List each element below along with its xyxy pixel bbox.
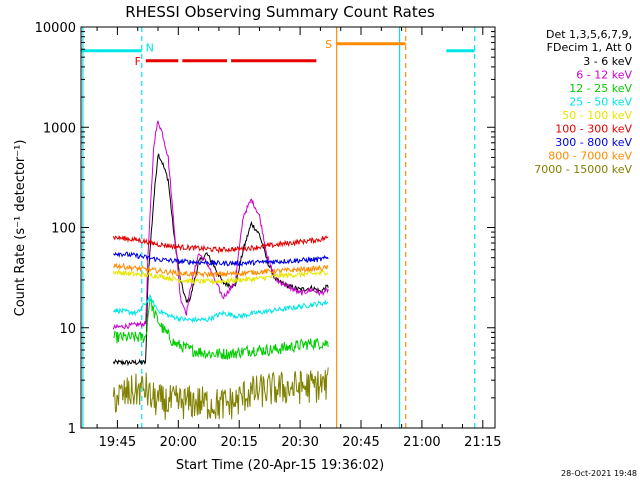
series-line-12-25-kev xyxy=(113,297,329,360)
y-tick-label: 10 xyxy=(59,322,76,337)
legend-entry: 300 - 800 keV xyxy=(555,136,632,149)
legend-entry: 12 - 25 keV xyxy=(569,82,632,95)
night-bar-1-label: N xyxy=(146,42,154,55)
legend-entry: 50 - 100 keV xyxy=(562,109,632,122)
y-tick-label: 100 xyxy=(51,222,76,237)
legend-entry: 25 - 50 keV xyxy=(569,96,632,109)
y-tick-label: 1 xyxy=(68,422,76,437)
x-axis-label: Start Time (20-Apr-15 19:36:02) xyxy=(176,458,384,473)
legend-entry: 100 - 300 keV xyxy=(555,123,632,136)
y-axis-label: Count Rate (s⁻¹ detector⁻¹) xyxy=(13,140,28,317)
series-line-7000-15000-kev xyxy=(112,367,329,420)
timestamp-label: 28-Oct-2021 19:48 xyxy=(561,469,637,478)
chart-title: RHESSI Observing Summary Count Rates xyxy=(125,3,435,21)
x-tick-label: 21:00 xyxy=(403,435,440,450)
series-line-100-300-kev xyxy=(112,235,329,254)
x-tick-label: 20:00 xyxy=(160,435,197,450)
legend-header: Det 1,3,5,6,7,9, xyxy=(546,28,632,41)
series-line-3-6-kev xyxy=(112,153,329,367)
series-line-6-12-kev xyxy=(112,120,329,330)
x-tick-label: 20:30 xyxy=(281,435,318,450)
legend-entry: 800 - 7000 keV xyxy=(548,150,632,163)
series-line-25-50-kev xyxy=(112,293,329,324)
legend-entry: 6 - 12 keV xyxy=(576,69,632,82)
y-tick-label: 10000 xyxy=(35,21,76,36)
legend-header: FDecim 1, Att 0 xyxy=(547,41,632,54)
series-line-50-100-kev xyxy=(112,269,329,286)
legend-entry: 3 - 6 keV xyxy=(583,55,632,68)
series-line-300-800-kev xyxy=(112,251,329,267)
flare-bar-label: F xyxy=(135,55,141,68)
series-line-800-7000-kev xyxy=(112,262,329,279)
saa-bar-label: S xyxy=(325,38,332,51)
x-tick-label: 19:45 xyxy=(99,435,136,450)
x-tick-label: 21:15 xyxy=(464,435,501,450)
y-tick-label: 1000 xyxy=(43,121,76,136)
x-tick-label: 20:45 xyxy=(342,435,379,450)
legend-entry: 7000 - 15000 keV xyxy=(534,163,632,176)
x-tick-label: 20:15 xyxy=(220,435,257,450)
